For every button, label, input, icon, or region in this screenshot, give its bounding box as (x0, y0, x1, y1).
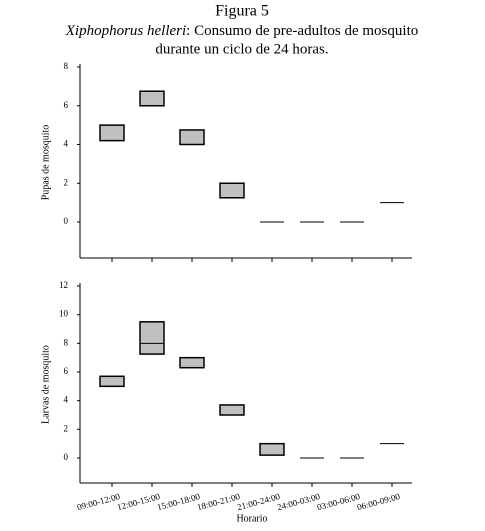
x-tick-label: 15:00-18:00 (156, 491, 202, 512)
range-box (179, 356, 205, 369)
y-tick-label: 6 (64, 366, 69, 376)
subtitle-line2: durante un ciclo de 24 horas. (155, 41, 328, 57)
range-box (219, 182, 245, 199)
subtitle-line1: : Consumo de pre-adultos de mosquito (186, 23, 418, 39)
y-axis-label: Larvas de mosquito (40, 345, 51, 424)
x-axis-label: Horario (236, 513, 267, 524)
y-tick-label: 8 (64, 61, 69, 71)
subtitle: Xiphophorus helleri: Consumo de pre-adul… (65, 23, 418, 39)
y-tick-label: 4 (64, 139, 69, 149)
range-box (99, 124, 125, 142)
y-tick-label: 0 (64, 216, 69, 226)
y-tick-label: 2 (64, 177, 69, 187)
range-box (179, 129, 205, 146)
x-tick-label: 03:00-06:00 (316, 491, 362, 512)
x-tick-label: 24:00-03:00 (276, 491, 322, 512)
y-tick-label: 10 (59, 309, 69, 319)
y-tick-label: 6 (64, 100, 69, 110)
range-box (99, 375, 125, 388)
x-tick-label: 21:00-24:00 (236, 491, 282, 512)
y-tick-label: 0 (64, 452, 69, 462)
x-tick-label: 09:00-12:00 (76, 491, 122, 512)
range-box (139, 321, 165, 355)
range-box (219, 404, 245, 416)
y-tick-label: 8 (64, 337, 69, 347)
y-tick-label: 12 (59, 280, 68, 290)
range-box (139, 90, 165, 107)
x-tick-label: 06:00-09:00 (356, 491, 402, 512)
x-tick-label: 12:00-15:00 (116, 491, 162, 512)
y-tick-label: 2 (64, 423, 69, 433)
x-tick-label: 18:00-21:00 (196, 491, 242, 512)
y-axis-label: Pupas de mosquito (40, 125, 51, 201)
range-box (259, 442, 285, 456)
y-tick-label: 4 (64, 395, 69, 405)
title: Figura 5 (215, 3, 269, 20)
species: Xiphophorus helleri (65, 23, 186, 39)
